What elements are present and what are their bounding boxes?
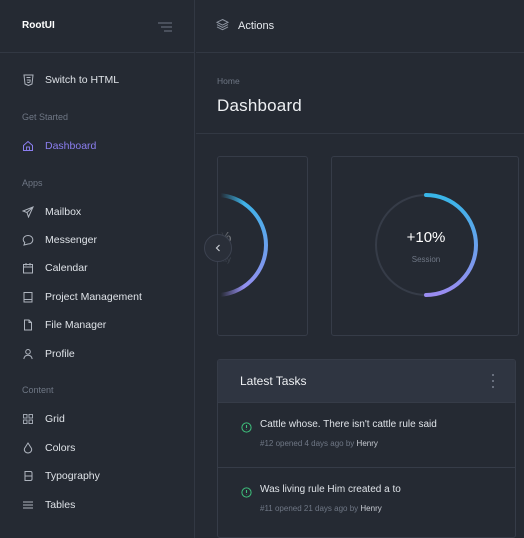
latest-tasks-header: Latest Tasks bbox=[218, 360, 515, 403]
more-vertical-icon[interactable] bbox=[491, 374, 495, 388]
breadcrumb[interactable]: Home bbox=[217, 76, 240, 86]
send-icon bbox=[22, 206, 34, 218]
alert-circle-icon bbox=[241, 485, 252, 498]
chevron-left-icon bbox=[214, 239, 222, 257]
sidebar-item-label: Tables bbox=[45, 499, 76, 511]
brand-logo[interactable]: RootUI bbox=[22, 20, 55, 31]
calendar-icon bbox=[22, 262, 34, 274]
page-title: Dashboard bbox=[217, 96, 302, 115]
sidebar-item-file-manager[interactable]: File Manager bbox=[22, 315, 106, 335]
menu-toggle-icon[interactable] bbox=[158, 20, 172, 32]
file-icon bbox=[22, 319, 34, 331]
sidebar-item-label: File Manager bbox=[45, 319, 107, 331]
sidebar-item-label: Calendar bbox=[45, 262, 88, 274]
stat-card-session: +10% Session bbox=[331, 156, 519, 336]
sidebar-item-label: Colors bbox=[45, 442, 76, 454]
task-title[interactable]: Cattle whose. There isn't cattle rule sa… bbox=[260, 419, 437, 430]
gauge-session bbox=[375, 193, 478, 297]
sidebar-item-switch-to-html[interactable]: Switch to HTML bbox=[22, 70, 119, 90]
sidebar-item-label: Profile bbox=[45, 348, 75, 360]
droplet-icon bbox=[22, 442, 34, 454]
sidebar-item-tables[interactable]: Tables bbox=[22, 495, 75, 515]
task-meta-text: #11 opened 21 days ago by bbox=[260, 504, 359, 513]
gauge-session-value: +10% bbox=[406, 229, 446, 246]
task-item[interactable]: Cattle whose. There isn't cattle rule sa… bbox=[218, 403, 515, 468]
task-meta: #12 opened 4 days ago by Henry bbox=[260, 439, 378, 448]
task-author[interactable]: Henry bbox=[360, 504, 382, 513]
carousel-prev-button[interactable] bbox=[204, 234, 232, 262]
alert-circle-icon bbox=[241, 420, 252, 433]
sidebar-item-project-management[interactable]: Project Management bbox=[22, 287, 142, 307]
sidebar-item-label: Project Management bbox=[45, 291, 142, 303]
header-divider bbox=[196, 133, 524, 134]
gauge-session-label: Session bbox=[411, 255, 441, 264]
sidebar-item-colors[interactable]: Colors bbox=[22, 438, 75, 458]
task-meta: #11 opened 21 days ago by Henry bbox=[260, 504, 382, 513]
sidebar: RootUI Switch to HTML Get Started Dashbo… bbox=[0, 0, 195, 538]
top-bar: Actions bbox=[196, 0, 524, 53]
main-content: Home Dashboard % day bbox=[196, 54, 524, 538]
sidebar-item-label: Dashboard bbox=[45, 140, 97, 152]
sidebar-item-grid[interactable]: Grid bbox=[22, 409, 65, 429]
grid-icon bbox=[22, 413, 34, 425]
sidebar-section-content: Content bbox=[22, 385, 54, 395]
task-author[interactable]: Henry bbox=[356, 439, 378, 448]
sidebar-item-label: Switch to HTML bbox=[45, 74, 120, 86]
sidebar-item-calendar[interactable]: Calendar bbox=[22, 258, 88, 278]
table-icon bbox=[22, 499, 34, 511]
home-icon bbox=[22, 140, 34, 152]
sidebar-item-label: Messenger bbox=[45, 234, 97, 246]
sidebar-item-dashboard[interactable]: Dashboard bbox=[22, 136, 96, 156]
typography-icon bbox=[22, 470, 34, 482]
sidebar-item-mailbox[interactable]: Mailbox bbox=[22, 202, 81, 222]
chat-icon bbox=[22, 234, 34, 246]
sidebar-item-typography[interactable]: Typography bbox=[22, 466, 100, 486]
layers-icon bbox=[215, 18, 230, 34]
actions-label: Actions bbox=[238, 20, 275, 32]
task-meta-text: #12 opened 4 days ago by bbox=[260, 439, 355, 448]
task-title[interactable]: Was living rule Him created a to bbox=[260, 484, 401, 495]
task-item[interactable]: Was living rule Him created a to #11 ope… bbox=[218, 468, 515, 533]
sidebar-item-profile[interactable]: Profile bbox=[22, 344, 75, 364]
latest-tasks-title: Latest Tasks bbox=[240, 374, 307, 388]
clipboard-icon bbox=[22, 291, 34, 303]
sidebar-item-label: Mailbox bbox=[45, 206, 82, 218]
sidebar-item-label: Grid bbox=[45, 413, 65, 425]
sidebar-item-label: Typography bbox=[45, 470, 100, 482]
sidebar-item-messenger[interactable]: Messenger bbox=[22, 230, 97, 250]
brand-bar: RootUI bbox=[0, 0, 195, 53]
html5-icon bbox=[22, 74, 34, 86]
latest-tasks-card: Latest Tasks Cattle whose. There isn't c… bbox=[217, 359, 516, 538]
actions-button[interactable]: Actions bbox=[215, 18, 275, 34]
gauge-session-progress bbox=[424, 193, 478, 297]
user-icon bbox=[22, 348, 34, 360]
sidebar-section-get-started: Get Started bbox=[22, 112, 69, 122]
sidebar-section-apps: Apps bbox=[22, 178, 43, 188]
